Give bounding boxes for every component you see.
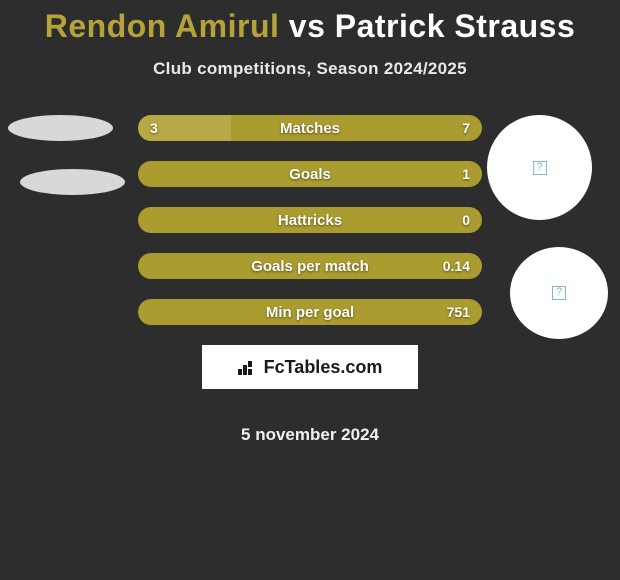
stat-bar-row: 3Matches7 <box>138 115 482 141</box>
stat-bar-row: Goals per match0.14 <box>138 253 482 279</box>
stat-label: Goals per match <box>138 253 482 279</box>
comparison-title: Rendon Amirul vs Patrick Strauss <box>0 0 620 45</box>
logo-box: FcTables.com <box>202 345 418 389</box>
logo-label: FcTables.com <box>264 357 383 378</box>
stat-value-right: 0.14 <box>443 253 470 279</box>
date-line: 5 november 2024 <box>0 425 620 445</box>
stat-bars: 3Matches7 Goals1 Hattricks0 Goals per match… <box>138 115 482 345</box>
stat-value-right: 7 <box>462 115 470 141</box>
bars-icon <box>238 359 258 375</box>
stat-bar-row: Hattricks0 <box>138 207 482 233</box>
player2-avatar-circle <box>487 115 592 220</box>
placeholder-image-icon <box>533 161 547 175</box>
player1-club-ellipse <box>20 169 125 195</box>
player1-name: Rendon Amirul <box>45 8 280 44</box>
stat-value-right: 751 <box>447 299 470 325</box>
stat-bar-row: Min per goal751 <box>138 299 482 325</box>
logo-text: FcTables.com <box>238 357 383 378</box>
comparison-area: 3Matches7 Goals1 Hattricks0 Goals per match… <box>0 109 620 369</box>
stat-label: Matches <box>138 115 482 141</box>
stat-label: Min per goal <box>138 299 482 325</box>
stat-label: Hattricks <box>138 207 482 233</box>
player2-club-circle <box>510 247 608 339</box>
subtitle: Club competitions, Season 2024/2025 <box>0 59 620 79</box>
stat-value-right: 1 <box>462 161 470 187</box>
player1-avatar-ellipse <box>8 115 113 141</box>
placeholder-image-icon <box>552 286 566 300</box>
vs-text: vs <box>289 8 326 44</box>
stat-label: Goals <box>138 161 482 187</box>
stat-value-right: 0 <box>462 207 470 233</box>
player2-name: Patrick Strauss <box>335 8 576 44</box>
stat-bar-row: Goals1 <box>138 161 482 187</box>
